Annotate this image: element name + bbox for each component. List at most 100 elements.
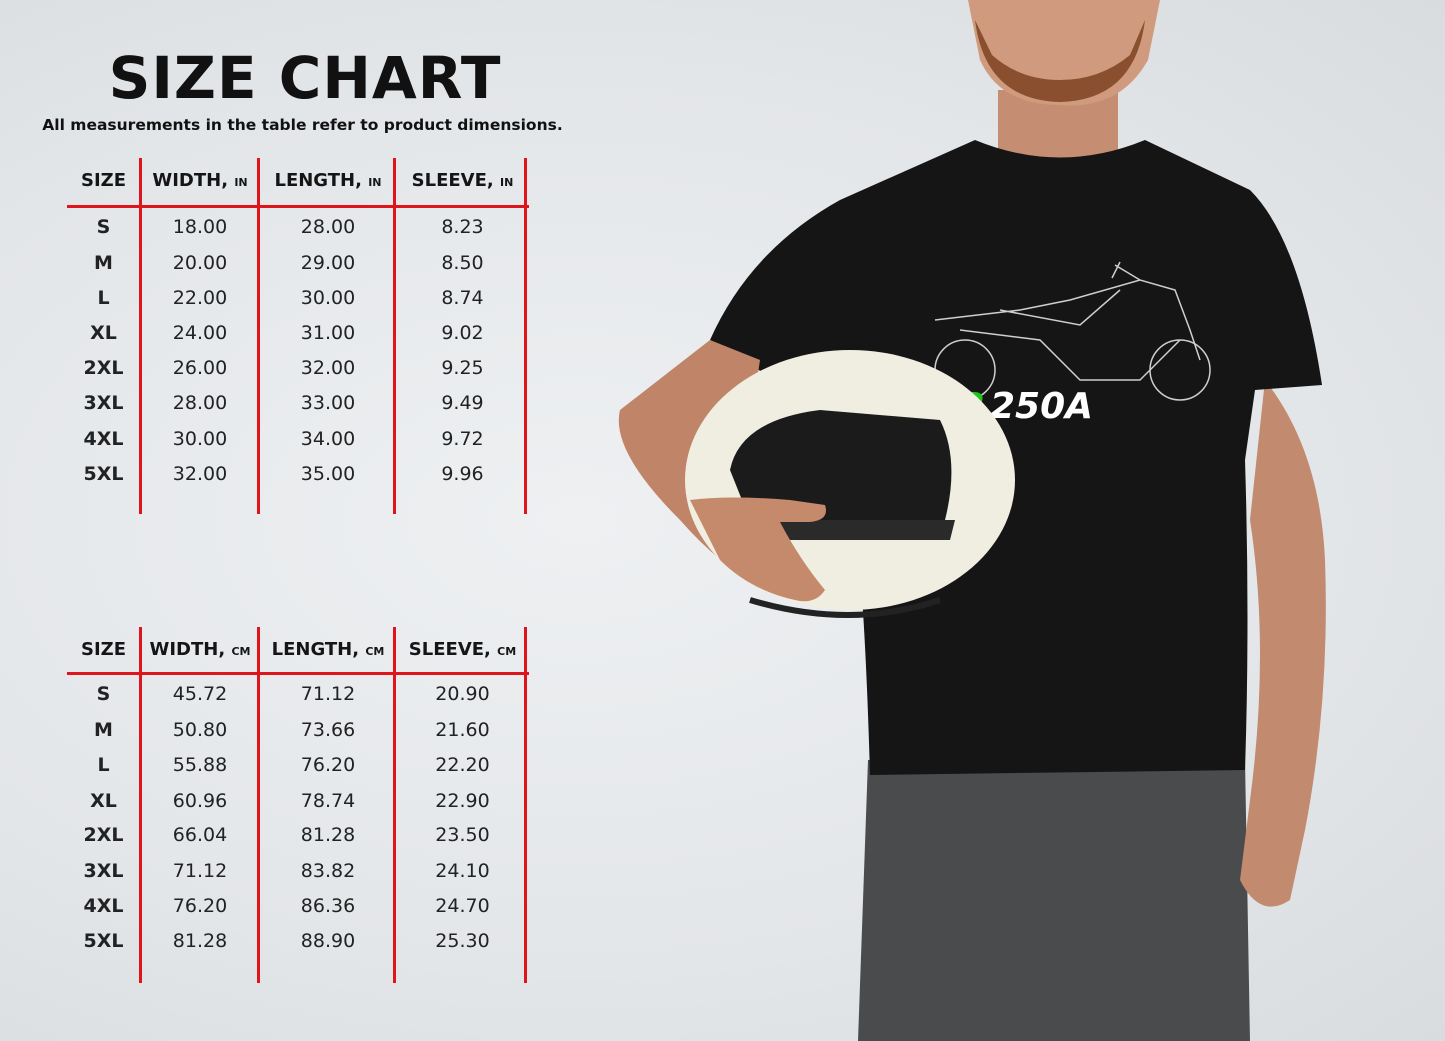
header-unit: IN	[368, 176, 382, 189]
measurement-cell: 22.90	[435, 790, 490, 812]
size-label: L	[97, 754, 110, 776]
measurement-cell: 9.49	[441, 392, 484, 414]
column-header: SIZE	[67, 170, 140, 191]
measurement-cell: 9.72	[441, 428, 484, 450]
column-divider	[257, 158, 260, 514]
measurement-cell: 32.00	[300, 357, 356, 379]
size-label: S	[96, 216, 111, 238]
measurement-cell: 45.72	[172, 683, 228, 705]
column-header: LENGTH, CM	[260, 639, 396, 660]
model-photo: KR 250A	[618, 0, 1326, 1041]
header-label: SIZE	[80, 639, 126, 660]
measurement-cell: 21.60	[435, 719, 490, 741]
measurement-cell: 24.70	[435, 895, 490, 917]
measurement-cell: 83.82	[300, 860, 356, 882]
size-label: 5XL	[83, 930, 124, 952]
measurement-cell: 23.50	[435, 824, 490, 846]
size-label: L	[97, 287, 110, 309]
hand	[690, 497, 826, 602]
column-divider	[257, 627, 260, 983]
measurement-cell: 26.00	[172, 357, 228, 379]
measurement-cell: 30.00	[300, 287, 356, 309]
arm-right	[1240, 380, 1326, 907]
measurement-cell: 81.28	[172, 930, 228, 952]
size-label: 5XL	[83, 463, 124, 485]
measurement-cell: 76.20	[172, 895, 228, 917]
measurement-cell: 24.10	[435, 860, 490, 882]
measurement-cell: 55.88	[172, 754, 228, 776]
column-header: WIDTH, CM	[140, 639, 260, 660]
size-table-cm: SIZE WIDTH, CM LENGTH, CM SLEEVE, CM S 45.72…	[67, 627, 529, 983]
measurement-cell: 8.23	[441, 216, 484, 238]
size-label: 2XL	[83, 357, 124, 379]
header-unit: CM	[231, 645, 251, 658]
header-label: SLEEVE,	[411, 170, 494, 191]
column-header: LENGTH, IN	[260, 170, 396, 191]
page-subtitle: All measurements in the table refer to p…	[42, 116, 563, 134]
header-label: WIDTH,	[149, 639, 226, 660]
measurement-cell: 76.20	[300, 754, 356, 776]
measurement-cell: 66.04	[172, 824, 228, 846]
measurement-cell: 71.12	[300, 683, 356, 705]
measurement-cell: 9.25	[441, 357, 484, 379]
shirt-print-250a: 250A	[990, 386, 1093, 427]
measurement-cell: 24.00	[172, 322, 228, 344]
column-divider	[139, 627, 142, 983]
size-label: 3XL	[83, 392, 124, 414]
size-table-inches: SIZE WIDTH, IN LENGTH, IN SLEEVE, IN S 18.00…	[67, 158, 529, 514]
motorcycle-sketch	[934, 261, 1211, 401]
measurement-cell: 9.02	[441, 322, 484, 344]
header-label: LENGTH,	[274, 170, 362, 191]
size-label: M	[94, 252, 113, 274]
measurement-cell: 78.74	[300, 790, 356, 812]
size-label: M	[94, 719, 113, 741]
jeans	[858, 760, 1250, 1041]
column-header: SLEEVE, CM	[396, 639, 529, 660]
measurement-cell: 50.80	[172, 719, 228, 741]
header-label: SIZE	[80, 170, 126, 191]
measurement-cell: 28.00	[300, 216, 356, 238]
measurement-cell: 8.74	[441, 287, 484, 309]
header-label: WIDTH,	[152, 170, 229, 191]
column-divider	[393, 158, 396, 514]
measurement-cell: 33.00	[300, 392, 356, 414]
measurement-cell: 71.12	[172, 860, 228, 882]
measurement-cell: 20.00	[172, 252, 228, 274]
measurement-cell: 28.00	[172, 392, 228, 414]
measurement-cell: 35.00	[300, 463, 356, 485]
measurement-cell: 30.00	[172, 428, 228, 450]
measurement-cell: 60.96	[172, 790, 228, 812]
measurement-cell: 73.66	[300, 719, 356, 741]
measurement-cell: 22.00	[172, 287, 228, 309]
column-divider	[139, 158, 142, 514]
header-divider	[67, 672, 529, 675]
measurement-cell: 18.00	[172, 216, 228, 238]
size-label: 2XL	[83, 824, 124, 846]
size-label: 4XL	[83, 428, 124, 450]
size-label: S	[96, 683, 111, 705]
size-label: 4XL	[83, 895, 124, 917]
header-unit: IN	[500, 176, 514, 189]
measurement-cell: 34.00	[300, 428, 356, 450]
tshirt	[710, 140, 1322, 775]
measurement-cell: 8.50	[441, 252, 484, 274]
measurement-cell: 31.00	[300, 322, 356, 344]
measurement-cell: 32.00	[172, 463, 228, 485]
measurement-cell: 81.28	[300, 824, 356, 846]
header-unit: IN	[234, 176, 248, 189]
header-unit: CM	[365, 645, 385, 658]
header-label: LENGTH,	[271, 639, 360, 660]
size-label: XL	[90, 790, 117, 812]
column-divider	[524, 158, 527, 514]
measurement-cell: 29.00	[300, 252, 356, 274]
measurement-cell: 20.90	[435, 683, 490, 705]
column-header: SLEEVE, IN	[396, 170, 529, 191]
header-divider	[67, 205, 529, 208]
beard	[975, 20, 1145, 102]
measurement-cell: 22.20	[435, 754, 490, 776]
column-divider	[524, 627, 527, 983]
measurement-cell: 9.96	[441, 463, 484, 485]
size-label: XL	[90, 322, 117, 344]
header-label: SLEEVE,	[408, 639, 491, 660]
column-header: SIZE	[67, 639, 140, 660]
